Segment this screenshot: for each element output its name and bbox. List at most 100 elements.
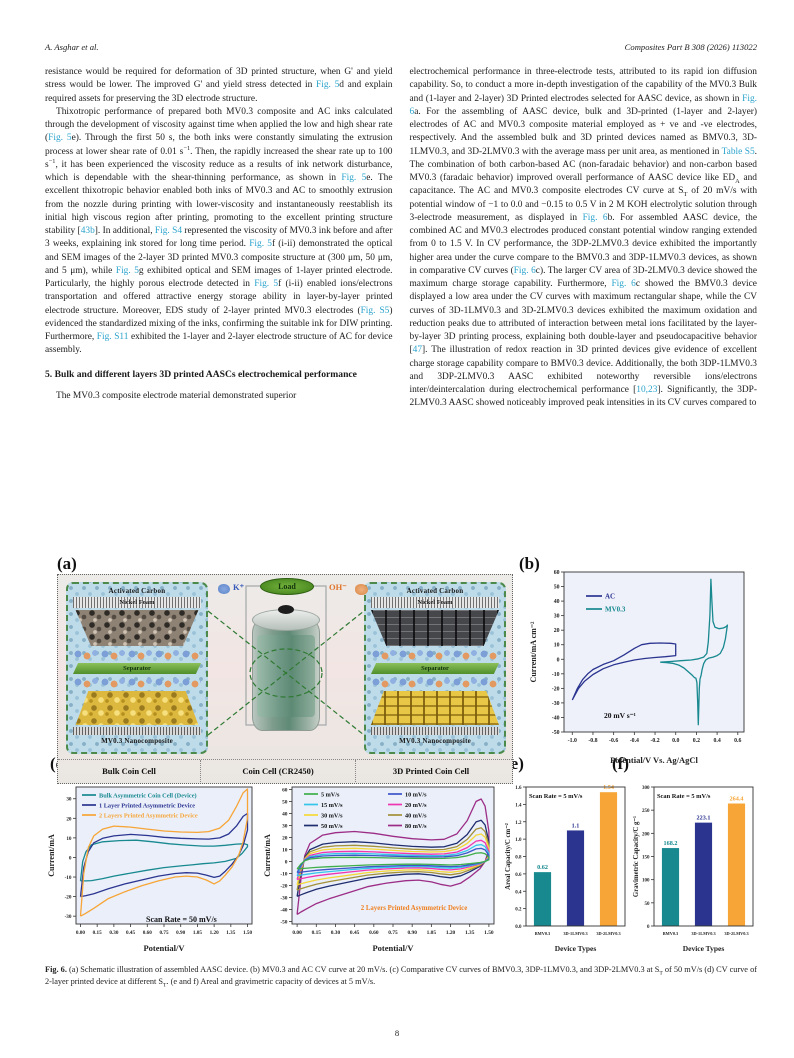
current-collector-graphic [371, 727, 499, 735]
separator-label: Separator [123, 665, 151, 672]
svg-text:1.0: 1.0 [515, 838, 522, 843]
activated-carbon-label: Activated Carbon [406, 587, 464, 595]
svg-text:264.4: 264.4 [730, 795, 744, 802]
svg-text:10: 10 [554, 643, 560, 649]
ref-link[interactable]: 10,23 [636, 385, 658, 395]
svg-text:0.60: 0.60 [143, 930, 152, 936]
bulk-mv-electrode-graphic [75, 691, 199, 725]
svg-text:0.62: 0.62 [537, 864, 548, 871]
ref-link[interactable]: Fig. 6 [409, 93, 758, 117]
ref-link[interactable]: Fig. 5 [48, 133, 72, 144]
ion-row-graphic [73, 676, 201, 689]
potassium-ion-icon [218, 584, 230, 594]
svg-text:60: 60 [554, 570, 560, 576]
ref-link[interactable]: 43b [80, 226, 95, 236]
svg-text:168.2: 168.2 [664, 840, 678, 847]
svg-text:-1.0: -1.0 [568, 738, 577, 744]
svg-text:-20: -20 [552, 686, 560, 692]
svg-text:10: 10 [66, 836, 72, 842]
svg-text:1.20: 1.20 [210, 930, 219, 936]
paragraph: Fig. 6. (a) Schematic illustration of as… [45, 964, 757, 989]
ref-link[interactable]: Fig. 6 [582, 212, 608, 223]
svg-text:3D-1LMV0.3: 3D-1LMV0.3 [563, 931, 587, 936]
page-header: A. Asghar et al. Composites Part B 308 (… [45, 42, 757, 52]
svg-text:223.1: 223.1 [697, 815, 711, 822]
svg-text:30: 30 [282, 823, 288, 829]
text-run: a. For the assembling of AASC device, bu… [409, 106, 758, 157]
svg-text:0.15: 0.15 [93, 930, 102, 936]
text-run: d and explain required assets for preser… [45, 80, 393, 104]
ref-link[interactable]: Fig. 6 [611, 279, 636, 289]
svg-text:-50: -50 [552, 730, 560, 736]
coin-cell-cylinder-graphic [252, 605, 320, 731]
ref-link[interactable]: Fig. 5 [316, 80, 340, 91]
svg-text:0.45: 0.45 [350, 930, 360, 936]
ref-link[interactable]: Fig. 5 [254, 279, 279, 289]
ref-link[interactable]: Fig. S11 [96, 332, 129, 342]
text-run: A [735, 177, 740, 185]
svg-text:Scan Rate = 5 mV/s: Scan Rate = 5 mV/s [529, 793, 583, 800]
svg-text:Potential/V Vs. Ag/AgCl: Potential/V Vs. Ag/AgCl [610, 755, 698, 765]
text-run: c showed the BMV0.3 device displayed a l… [409, 279, 758, 356]
svg-text:-30: -30 [552, 701, 560, 707]
svg-text:100: 100 [642, 879, 650, 884]
coin-cell-caption: Coin Cell (CR2450) [200, 760, 356, 782]
left-column: resistance would be required for deforma… [45, 66, 393, 411]
ref-link[interactable]: Fig. 5 [249, 239, 272, 250]
text-run: of 20 mV/s with potential window of −1 t… [409, 186, 758, 223]
separator-label: Separator [421, 665, 449, 672]
svg-text:1.54: 1.54 [603, 784, 614, 791]
text-run: , it has been experienced the viscosity … [45, 159, 393, 183]
svg-text:0: 0 [557, 657, 560, 663]
svg-text:1.05: 1.05 [427, 930, 437, 936]
cylinder-terminal [278, 605, 294, 614]
printed-ac-electrode-graphic [371, 610, 499, 646]
ref-link[interactable]: 47 [412, 345, 422, 356]
svg-text:Scan Rate = 5 mV/s: Scan Rate = 5 mV/s [657, 793, 711, 800]
svg-text:200: 200 [642, 832, 650, 837]
ref-link[interactable]: Fig. S5 [360, 305, 390, 316]
svg-text:-20: -20 [280, 884, 287, 890]
svg-text:50: 50 [282, 799, 288, 805]
text-run: e. The excellent thixotropic behavior en… [45, 173, 393, 236]
cylinder-electrolyte [257, 635, 315, 717]
svg-text:20: 20 [66, 816, 72, 822]
panel-a-schematic: Activated Carbon Nickel Foam Separator M… [57, 574, 514, 784]
ref-link[interactable]: Fig. 6 [513, 265, 536, 276]
text-run: f (i-ii) demonstrated the optical and SE… [45, 239, 393, 276]
svg-text:0.90: 0.90 [176, 930, 185, 936]
svg-text:150: 150 [642, 856, 650, 861]
text-run: T [659, 970, 663, 977]
svg-text:Bulk Asymmetric Coin Cell (Dev: Bulk Asymmetric Coin Cell (Device) [99, 793, 197, 800]
ref-link[interactable]: Fig. 5 [115, 265, 139, 276]
svg-text:-30: -30 [280, 896, 287, 902]
text-run: T [163, 983, 167, 990]
separator-layer: Separator [371, 663, 499, 674]
svg-text:3D-2LMV0.3: 3D-2LMV0.3 [596, 931, 620, 936]
ref-link[interactable]: Fig. S4 [154, 226, 183, 236]
ref-link[interactable]: Table S5 [721, 146, 755, 157]
svg-text:0.2: 0.2 [515, 908, 522, 913]
section-heading: 5. Bulk and different layers 3D printed … [45, 368, 393, 382]
bulk-cell-schematic: Activated Carbon Nickel Foam Separator M… [66, 582, 208, 754]
svg-text:1.50: 1.50 [243, 930, 252, 936]
svg-text:1.35: 1.35 [465, 930, 475, 936]
svg-text:0.90: 0.90 [407, 930, 417, 936]
svg-text:2 Layers Printed Asymmetric De: 2 Layers Printed Asymmetric Device [99, 813, 198, 820]
text-run: Thixotropic performance of prepared both… [45, 106, 393, 144]
ref-link[interactable]: Fig. 5 [341, 173, 367, 183]
svg-text:1.6: 1.6 [515, 786, 522, 791]
text-run: ) evidenced the standardized mixing of t… [45, 305, 393, 343]
svg-text:40: 40 [282, 811, 288, 817]
text-run: resistance would be required for deforma… [45, 67, 393, 91]
svg-text:50 mV/s: 50 mV/s [321, 823, 343, 830]
cv-chart-ac-mv03: -50 -40 -30 -20 -10 0 10 20 30 40 50 60 Current/mA c… [529, 570, 745, 765]
text-run: ]. Significantly, the 3DP-2LMV0.3 AASC s… [409, 385, 758, 409]
svg-text:0.8: 0.8 [515, 856, 522, 861]
svg-text:Current/mA: Current/mA [47, 834, 56, 877]
svg-text:1 Layer Printed Asymmetric Dev: 1 Layer Printed Asymmetric Device [99, 803, 195, 810]
svg-text:30: 30 [66, 797, 72, 803]
svg-text:3D-1LMV0.3: 3D-1LMV0.3 [691, 931, 715, 936]
svg-text:Device Types: Device Types [555, 944, 597, 953]
